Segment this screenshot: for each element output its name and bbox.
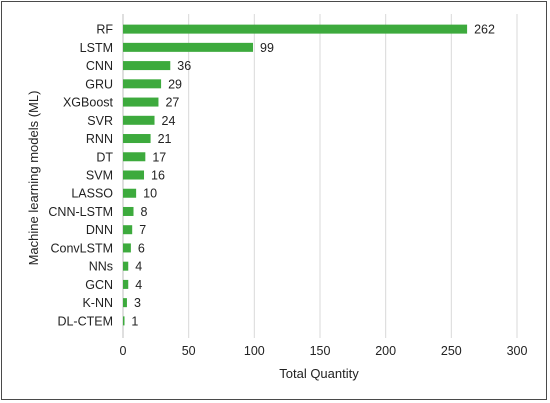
bar (123, 261, 129, 271)
value-label: 262 (474, 23, 495, 37)
bar (123, 206, 134, 216)
category-label: SVM (86, 169, 113, 183)
bar (123, 170, 145, 180)
category-label: LASSO (71, 187, 113, 201)
x-tick-label: 200 (375, 344, 396, 358)
value-label: 36 (177, 59, 191, 73)
value-label: 1 (131, 314, 138, 328)
value-label: 27 (165, 96, 179, 110)
value-label: 16 (151, 169, 165, 183)
bar (123, 61, 171, 71)
value-label: 6 (138, 241, 145, 255)
bar (123, 115, 155, 125)
x-tick-label: 250 (441, 344, 462, 358)
category-label: CNN (86, 59, 113, 73)
category-label: LSTM (80, 41, 113, 55)
category-label: GRU (85, 77, 113, 91)
category-label: DL-CTEM (57, 314, 113, 328)
value-label: 99 (260, 41, 274, 55)
x-tick-label: 300 (507, 344, 528, 358)
category-label: DNN (86, 223, 113, 237)
category-label: RNN (86, 132, 113, 146)
x-tick-label: 0 (120, 344, 127, 358)
bar (123, 316, 125, 326)
bar (123, 42, 254, 52)
value-label: 4 (135, 278, 142, 292)
x-axis-label: Total Quantity (279, 366, 359, 381)
category-label: SVR (87, 114, 113, 128)
category-label: ConvLSTM (50, 241, 113, 255)
bar (123, 243, 131, 253)
category-label: CNN-LSTM (48, 205, 113, 219)
category-label: NNs (89, 260, 113, 274)
x-tick-label: 150 (310, 344, 331, 358)
category-label: K-NN (82, 296, 113, 310)
bar (123, 134, 151, 144)
bar (123, 97, 159, 107)
category-label: RF (96, 23, 113, 37)
value-label: 21 (158, 132, 172, 146)
category-label: GCN (85, 278, 113, 292)
value-label: 10 (143, 187, 157, 201)
bar (123, 279, 129, 289)
bar (123, 225, 133, 235)
x-tick-label: 50 (182, 344, 196, 358)
value-labels: 262 99 36 29 27 24 21 17 16 10 8 7 6 4 4 3 1 (131, 23, 495, 329)
bars (123, 24, 468, 326)
y-axis-label: Machine learning models (ML) (26, 91, 41, 266)
bar (123, 298, 127, 308)
bar (123, 188, 137, 198)
category-label: XGBoost (63, 96, 114, 110)
x-tick-labels: 0 50 100 150 200 250 300 (120, 344, 528, 358)
value-label: 8 (141, 205, 148, 219)
value-label: 4 (135, 260, 142, 274)
x-tick-label: 100 (244, 344, 265, 358)
bar (123, 24, 468, 34)
value-label: 17 (152, 150, 166, 164)
value-label: 3 (134, 296, 141, 310)
value-label: 24 (162, 114, 176, 128)
bar (123, 152, 146, 162)
value-label: 7 (139, 223, 146, 237)
category-labels: RF LSTM CNN GRU XGBoost SVR RNN DT SVM LASSO CNN-L… (48, 23, 113, 329)
value-label: 29 (168, 77, 182, 91)
bar (123, 79, 162, 89)
category-label: DT (96, 150, 113, 164)
